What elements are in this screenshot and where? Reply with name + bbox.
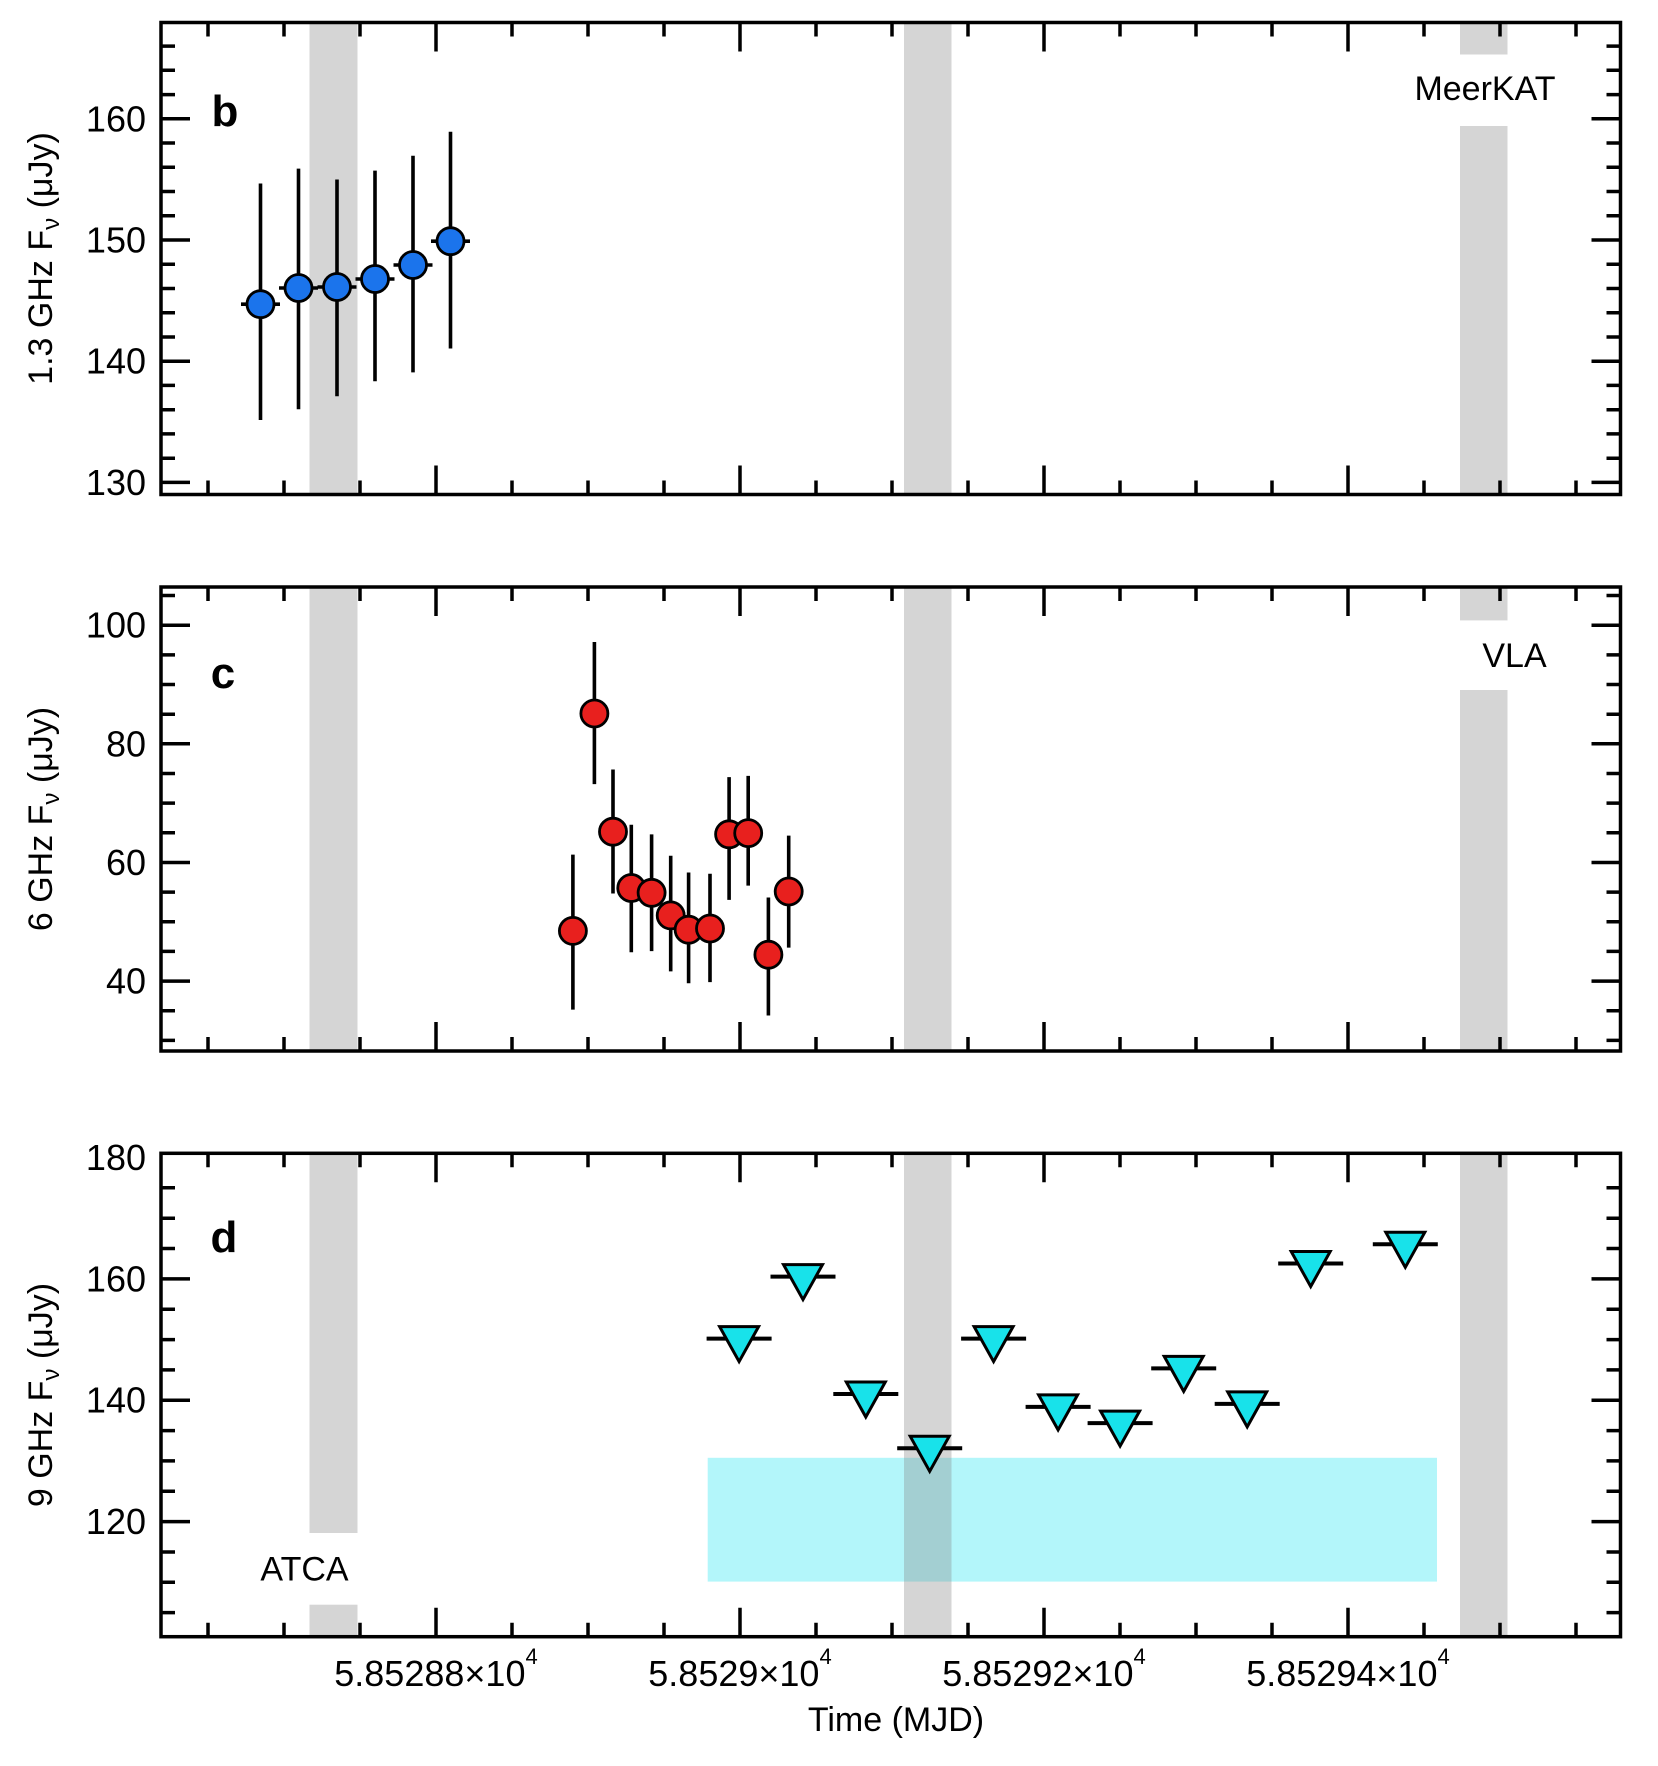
svg-text:9 GHz Fν (μJy): 9 GHz Fν (μJy) [22, 1283, 65, 1507]
svg-text:80: 80 [106, 723, 146, 764]
svg-text:150: 150 [86, 220, 146, 261]
svg-text:130: 130 [86, 462, 146, 503]
svg-text:180: 180 [86, 1137, 146, 1178]
svg-text:b: b [212, 87, 239, 136]
svg-text:5.85292×104: 5.85292×104 [942, 1644, 1145, 1694]
svg-text:120: 120 [86, 1501, 146, 1542]
svg-text:ATCA: ATCA [260, 1551, 348, 1589]
svg-text:160: 160 [86, 1258, 146, 1299]
svg-text:Time (MJD): Time (MJD) [808, 1701, 984, 1739]
svg-text:MeerKAT: MeerKAT [1414, 70, 1555, 108]
svg-text:VLA: VLA [1482, 637, 1547, 675]
svg-text:160: 160 [86, 98, 146, 139]
svg-text:1.3 GHz Fν (μJy): 1.3 GHz Fν (μJy) [22, 132, 65, 385]
svg-text:6 GHz Fν (μJy): 6 GHz Fν (μJy) [22, 707, 65, 931]
svg-text:140: 140 [86, 1380, 146, 1421]
svg-text:5.8529×104: 5.8529×104 [648, 1644, 831, 1694]
svg-text:5.85288×104: 5.85288×104 [334, 1644, 537, 1694]
svg-text:100: 100 [86, 605, 146, 646]
svg-text:140: 140 [86, 341, 146, 382]
svg-text:60: 60 [106, 842, 146, 883]
svg-text:5.85294×104: 5.85294×104 [1246, 1644, 1449, 1694]
svg-text:40: 40 [106, 961, 146, 1002]
svg-text:c: c [211, 649, 235, 698]
svg-text:d: d [211, 1213, 238, 1262]
